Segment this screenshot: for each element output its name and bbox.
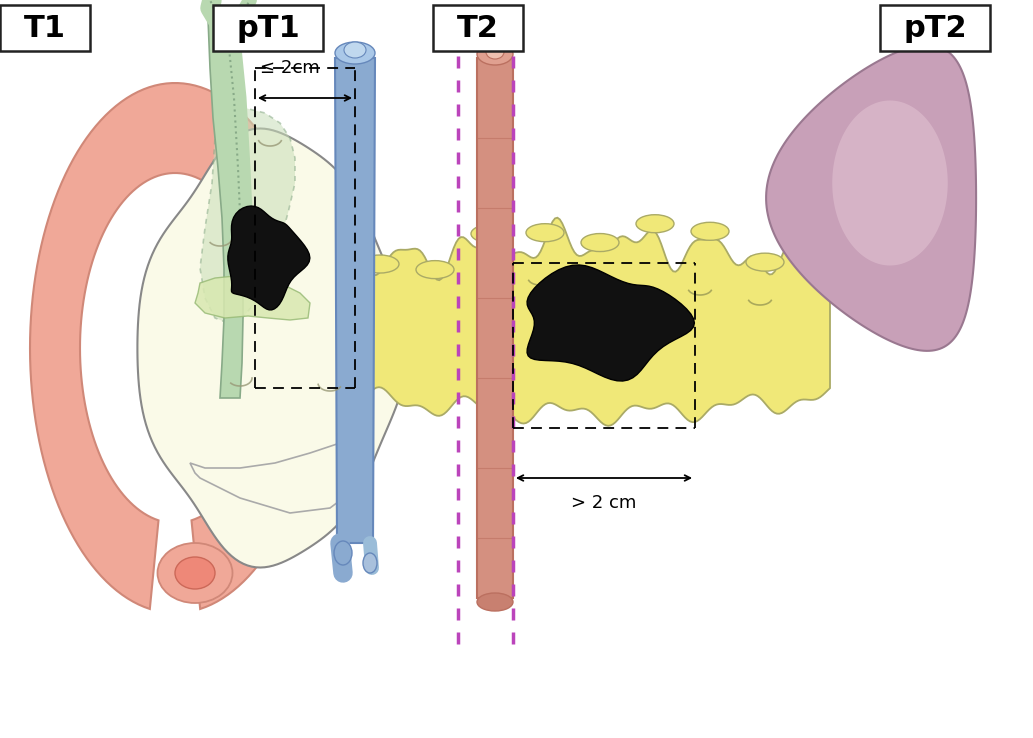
Polygon shape <box>477 58 513 598</box>
Ellipse shape <box>296 268 324 308</box>
Text: > 2 cm: > 2 cm <box>571 494 636 512</box>
Polygon shape <box>350 218 829 426</box>
Ellipse shape <box>477 593 513 611</box>
Ellipse shape <box>157 543 232 603</box>
Polygon shape <box>833 100 947 266</box>
Ellipse shape <box>486 45 504 59</box>
Ellipse shape <box>361 255 399 273</box>
Ellipse shape <box>416 261 453 279</box>
Text: pT2: pT2 <box>903 13 967 43</box>
Polygon shape <box>30 83 320 609</box>
Ellipse shape <box>691 222 729 241</box>
Polygon shape <box>208 18 243 398</box>
Ellipse shape <box>363 553 377 573</box>
Polygon shape <box>137 128 408 568</box>
Ellipse shape <box>344 42 366 58</box>
Ellipse shape <box>636 215 674 232</box>
Polygon shape <box>200 108 295 323</box>
FancyBboxPatch shape <box>0 5 90 51</box>
Text: T1: T1 <box>24 13 66 43</box>
Polygon shape <box>335 58 375 543</box>
Ellipse shape <box>335 42 375 64</box>
Ellipse shape <box>471 224 509 243</box>
Text: pT1: pT1 <box>237 13 300 43</box>
Ellipse shape <box>581 233 619 252</box>
Ellipse shape <box>746 253 784 271</box>
Ellipse shape <box>477 43 513 65</box>
Text: T2: T2 <box>457 13 499 43</box>
FancyBboxPatch shape <box>433 5 523 51</box>
Polygon shape <box>527 265 694 381</box>
FancyBboxPatch shape <box>213 5 323 51</box>
FancyBboxPatch shape <box>880 5 990 51</box>
Ellipse shape <box>526 224 564 241</box>
Polygon shape <box>190 443 359 513</box>
Ellipse shape <box>175 557 215 589</box>
Polygon shape <box>766 45 976 351</box>
Text: ≤ 2cm: ≤ 2cm <box>260 59 320 77</box>
Polygon shape <box>228 206 310 310</box>
Polygon shape <box>195 276 310 320</box>
Ellipse shape <box>334 541 352 565</box>
